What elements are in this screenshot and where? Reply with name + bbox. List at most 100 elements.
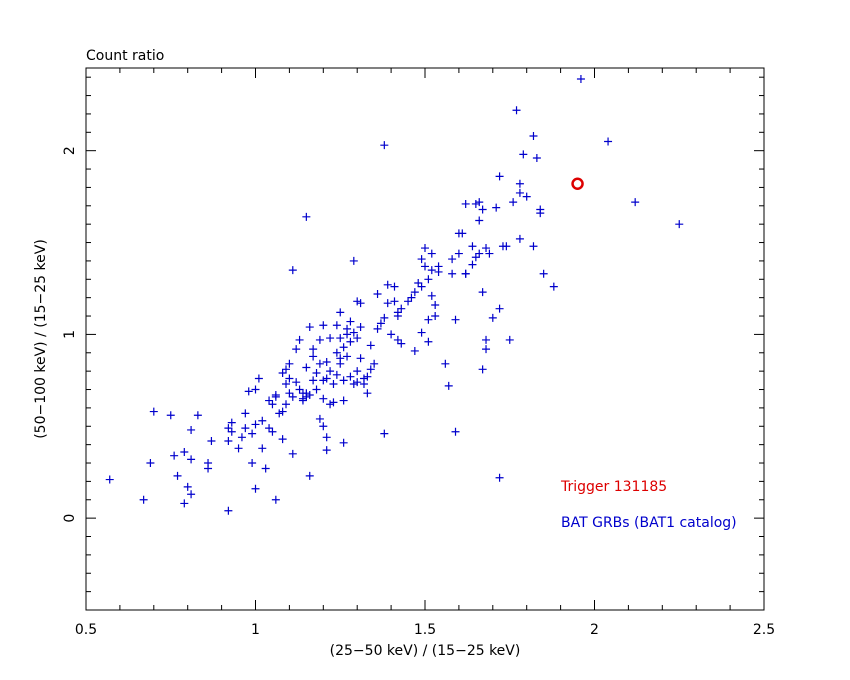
bat-grb-point (441, 359, 450, 368)
bat-grb-point (187, 455, 196, 464)
bat-grb-point (224, 436, 233, 445)
bat-grb-point (404, 297, 413, 306)
bat-grb-point (105, 475, 114, 484)
bat-grb-point (482, 335, 491, 344)
bat-grb-point (170, 451, 179, 460)
bat-grb-point (363, 389, 372, 398)
bat-grb-point (278, 368, 287, 377)
bat-grb-point (366, 341, 375, 350)
bat-grb-point (275, 409, 284, 418)
bat-grb-point (495, 473, 504, 482)
bat-grb-point (339, 343, 348, 352)
bat-grb-point (251, 385, 260, 394)
bat-grb-point (298, 396, 307, 405)
bat-grb-point (356, 354, 365, 363)
bat-grb-point (302, 389, 311, 398)
bat-grb-point (173, 471, 182, 480)
bat-grb-point (424, 275, 433, 284)
bat-grb-point (248, 459, 257, 468)
bat-grb-point (312, 385, 321, 394)
y-tick-label: 2 (62, 146, 78, 155)
bat-grb-point (285, 389, 294, 398)
bat-grb-point (346, 372, 355, 381)
bat-grb-point (421, 244, 429, 253)
bat-grb-point (292, 345, 301, 354)
bat-grb-point (414, 278, 423, 287)
bat-grb-point (471, 253, 480, 262)
bat-grb-point (241, 424, 250, 433)
bat-grb-point (346, 317, 355, 326)
bat-grb-point (302, 212, 311, 221)
bat-grb-point (410, 288, 419, 297)
bat-grb-point (475, 216, 484, 225)
y-tick-label: 0 (62, 514, 78, 523)
bat-grb-point (336, 334, 345, 343)
bat-grb-point (180, 447, 189, 456)
bat-grb-point (424, 337, 433, 346)
bat-grb-point (427, 266, 436, 275)
bat-grb-point (319, 321, 328, 330)
bat-grb-point (495, 172, 504, 181)
bat-grb-point (417, 255, 426, 264)
bat-grb-point (519, 150, 528, 159)
bat-grb-point (227, 427, 236, 436)
bat-grb-point (353, 297, 362, 306)
y-axis-label: (50−100 keV) / (15−25 keV) (33, 239, 49, 439)
bat-grb-point (146, 459, 155, 468)
bat-grb-point (505, 335, 514, 344)
bat-grb-point (461, 269, 470, 278)
bat-grb-point (349, 328, 358, 337)
bat-grb-point (288, 266, 297, 275)
bat-grb-point (383, 280, 392, 289)
bat-grb-point (509, 198, 518, 207)
bat-grb-point (251, 420, 260, 429)
bat-grb-point (285, 374, 294, 383)
bat-grb-point (282, 380, 291, 389)
bat-grb-point (265, 424, 274, 433)
trigger-point (571, 177, 584, 190)
data-marks (105, 75, 684, 515)
bat-grb-point (305, 391, 314, 400)
bat-grb-point (319, 394, 328, 403)
bat-grb-point (288, 392, 297, 401)
bat-grb-point (315, 335, 324, 344)
bat-grb-point (343, 352, 352, 361)
bat-grb-point (204, 459, 213, 468)
bat-grb-point (187, 490, 196, 499)
bat-grb-point (315, 414, 324, 423)
x-tick-label: 2 (590, 622, 599, 638)
bat-grb-point (356, 299, 365, 308)
bat-grb-point (387, 330, 396, 339)
bat-grb-point (376, 319, 385, 328)
chart-title: Count ratio (86, 48, 164, 64)
bat-grb-point (444, 381, 453, 390)
bat-grb-point (326, 367, 335, 376)
bat-grb-point (417, 282, 426, 291)
bat-grb-point (427, 249, 436, 258)
bat-grb-point (576, 75, 585, 84)
bat-grb-point (431, 301, 440, 310)
bat-grb-point (180, 499, 189, 508)
bat-grb-point (397, 304, 406, 313)
bat-grb-point (309, 345, 318, 354)
y-tick-label: 1 (62, 330, 78, 339)
bat-grb-point (248, 429, 257, 438)
bat-grb-point (336, 308, 345, 317)
bat-grb-point (515, 234, 524, 243)
bat-grb-point (421, 262, 429, 271)
bat-grb-point (532, 154, 541, 163)
bat-grb-point (478, 365, 487, 374)
bat-grb-point (329, 380, 338, 389)
bat-grb-point (407, 293, 416, 302)
bat-grb-point (224, 506, 233, 515)
bat-grb-point (282, 365, 291, 374)
bat-grb-point (288, 449, 297, 458)
bat-grb-point (295, 385, 304, 394)
bat-grb-point (604, 137, 613, 146)
bat-grb-point (461, 199, 470, 208)
bat-grb-point (295, 335, 304, 344)
bat-grb-point (285, 359, 294, 368)
bat-grb-point (427, 291, 436, 300)
bat-grb-point (149, 407, 158, 416)
bat-grb-point (363, 372, 372, 381)
